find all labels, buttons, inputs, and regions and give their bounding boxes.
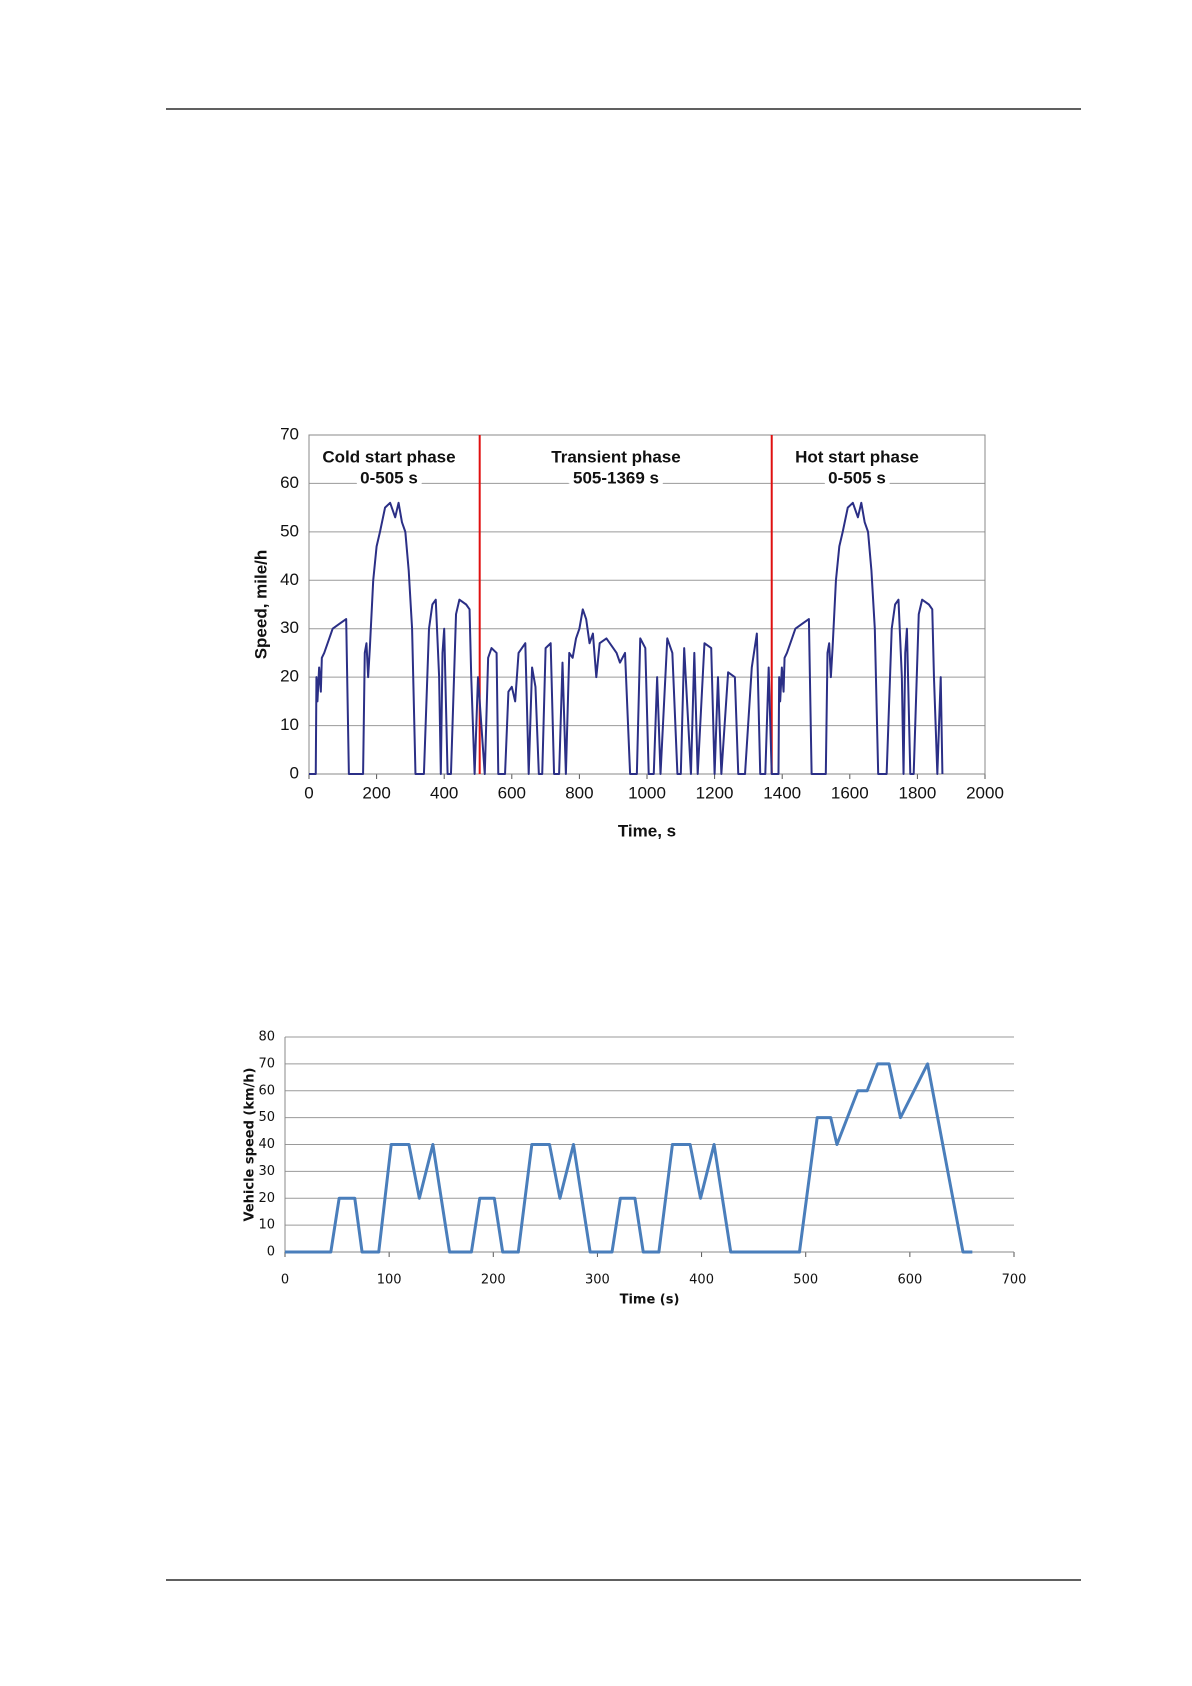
y-axis-label: Vehicle speed (km/h) — [243, 1068, 258, 1222]
x-tick-label: 500 — [793, 1273, 818, 1288]
x-axis-label: Time (s) — [620, 1293, 680, 1308]
annotation: 0-505 s — [360, 468, 418, 487]
annotation: 0-505 s — [828, 468, 886, 487]
annotation: Transient phase — [551, 447, 680, 466]
x-tick-label: 600 — [498, 783, 526, 802]
speed-trace — [285, 1062, 973, 1254]
plot-frame — [308, 434, 986, 775]
chart-nedc: 0 10 20 30 40 50 60 70 80 0 100 200 300 400 500 600 700 T… — [243, 1030, 1027, 1308]
annotation: Cold start phase — [322, 447, 455, 466]
y-tick-label: 40 — [258, 1137, 275, 1152]
y-tick-label: 20 — [280, 667, 299, 686]
x-tick-label: 1800 — [898, 783, 936, 802]
x-tick-label: 800 — [565, 783, 593, 802]
x-tick-label: 400 — [430, 783, 458, 802]
y-tick-label: 50 — [280, 521, 299, 540]
y-tick-label: 0 — [290, 763, 299, 782]
x-tick-label: 600 — [897, 1273, 922, 1288]
x-tick-label: 300 — [585, 1273, 610, 1288]
y-tick-label: 60 — [258, 1083, 275, 1098]
y-tick-label: 20 — [258, 1191, 275, 1206]
x-tick-label: 200 — [481, 1273, 506, 1288]
annotation: Hot start phase — [795, 447, 919, 466]
x-tick-label: 100 — [377, 1273, 402, 1288]
y-tick-label: 80 — [258, 1030, 275, 1045]
x-axis-label: Time, s — [618, 821, 676, 840]
annotation: 505-1369 s — [573, 468, 659, 487]
y-tick-label: 70 — [258, 1056, 275, 1071]
y-tick-label: 60 — [280, 473, 299, 492]
y-tick-label: 70 — [280, 424, 299, 443]
speed-trace — [309, 501, 944, 775]
y-tick-label: 0 — [267, 1245, 275, 1260]
y-axis-label: Speed, mile/h — [251, 550, 270, 660]
x-tick-label: 700 — [1002, 1273, 1027, 1288]
y-tick-label: 30 — [280, 618, 299, 637]
x-tick-label: 1000 — [628, 783, 666, 802]
x-tick-label: 1600 — [831, 783, 869, 802]
chart-ftp75: 0 10 20 30 40 50 60 70 0 200 400 600 800 1000 1200 1400… — [251, 424, 1003, 840]
x-tick-label: 2000 — [966, 783, 1004, 802]
y-tick-label: 10 — [258, 1218, 275, 1233]
x-tick-label: 200 — [362, 783, 390, 802]
x-tick-label: 0 — [304, 783, 313, 802]
x-tick-label: 400 — [689, 1273, 714, 1288]
x-tick-label: 1400 — [763, 783, 801, 802]
y-tick-label: 40 — [280, 570, 299, 589]
y-tick-label: 50 — [258, 1110, 275, 1125]
x-tick-label: 0 — [281, 1273, 289, 1288]
x-tick-label: 1200 — [696, 783, 734, 802]
y-tick-label: 10 — [280, 715, 299, 734]
y-tick-label: 30 — [258, 1164, 275, 1179]
